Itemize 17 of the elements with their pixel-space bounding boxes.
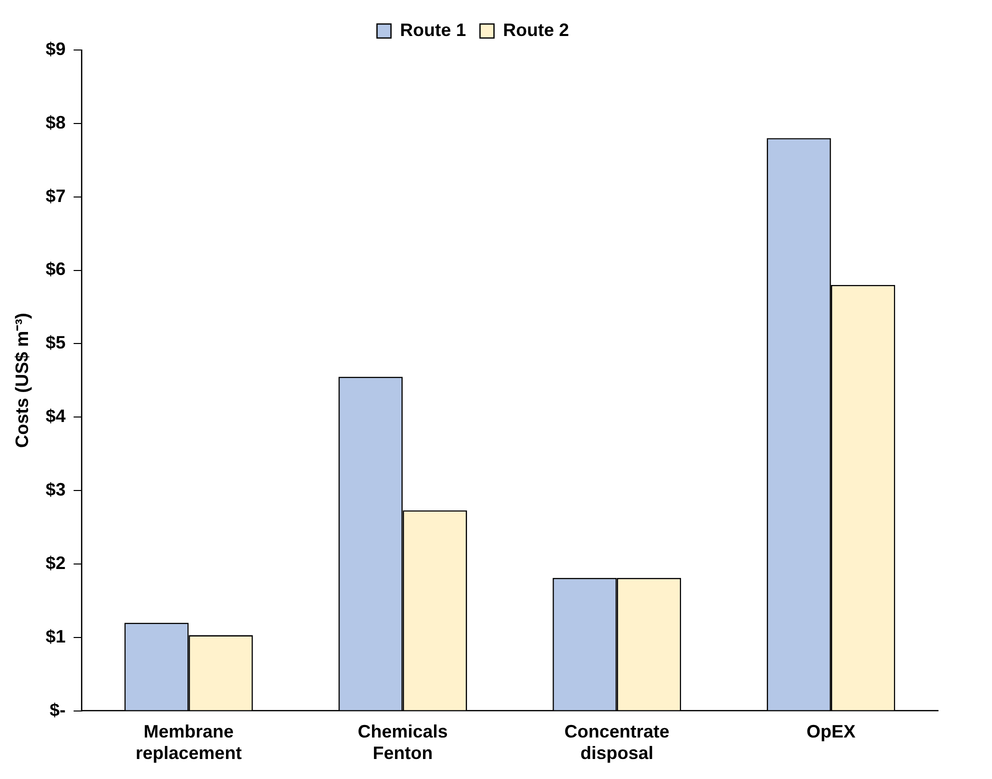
y-tick-label: $2: [46, 552, 66, 573]
y-tick-label: $8: [46, 112, 66, 132]
y-axis-title: Costs (US$ m⁻³): [12, 312, 32, 448]
y-tick-label: $7: [46, 186, 66, 206]
x-tick-label: Membrane replacement: [136, 722, 242, 764]
y-tick-label: $-: [50, 700, 66, 720]
y-tick-label: $4: [46, 406, 66, 426]
y-tick-label: $1: [46, 626, 66, 646]
legend-label: Route 1: [400, 20, 466, 40]
legend-label: Route 2: [503, 20, 570, 40]
y-tick-label: $5: [46, 332, 66, 353]
x-tick-label: Chemicals Fenton: [358, 722, 448, 764]
y-tick-label: $3: [46, 480, 66, 500]
y-tick-label: $6: [46, 259, 66, 280]
x-tick-label: OpEX: [806, 722, 856, 742]
x-tick-label: Concentrate disposal: [564, 722, 670, 764]
y-tick-label: $9: [46, 38, 66, 59]
